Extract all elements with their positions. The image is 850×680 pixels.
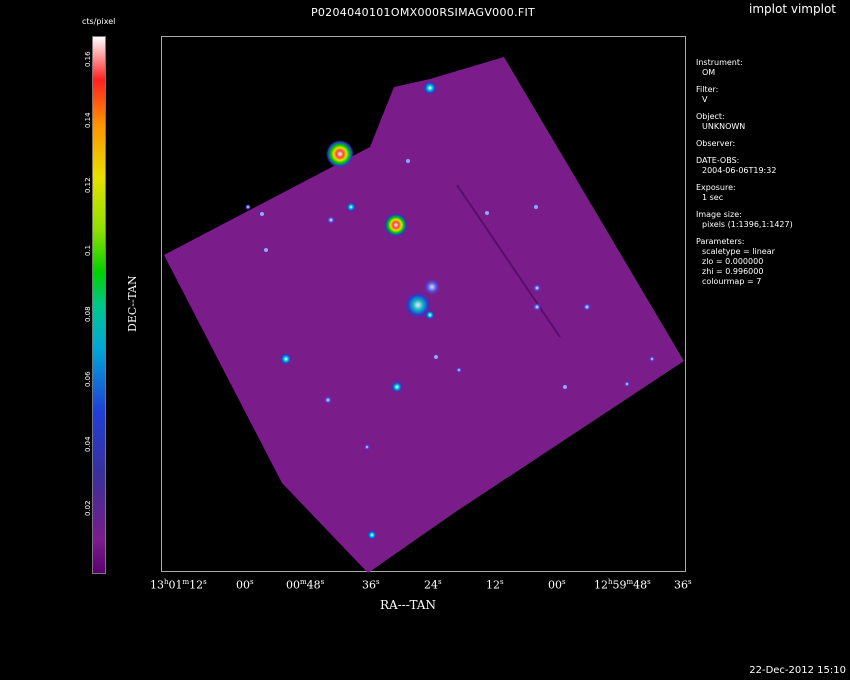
colorbar-tick: 0.12 bbox=[84, 177, 92, 193]
x-tick-label: 00s bbox=[236, 578, 254, 592]
sky-image bbox=[164, 57, 684, 573]
star bbox=[485, 211, 489, 215]
filter-label: Filter: bbox=[696, 85, 719, 94]
star bbox=[346, 202, 356, 212]
star bbox=[406, 159, 410, 163]
zhi-value: zhi = 0.996000 bbox=[702, 267, 764, 276]
colorbar-tick: 0.14 bbox=[84, 112, 92, 128]
bright-star bbox=[326, 140, 354, 168]
star bbox=[533, 303, 541, 311]
star bbox=[367, 530, 377, 540]
colorbar-tick: 0.06 bbox=[84, 371, 92, 387]
image-title: P0204040101OMX000RSIMAGV000.FIT bbox=[310, 6, 536, 19]
x-tick-label: 24s bbox=[424, 578, 442, 592]
star bbox=[324, 396, 332, 404]
star bbox=[423, 81, 437, 95]
date-obs-value: 2004-06-06T19:32 bbox=[702, 166, 777, 175]
scaletype-value: scaletype = linear bbox=[702, 247, 775, 256]
image-size-label: Image size: bbox=[696, 210, 742, 219]
colorbar-tick: 0.08 bbox=[84, 306, 92, 322]
star bbox=[245, 204, 251, 210]
star bbox=[327, 216, 335, 224]
star bbox=[563, 385, 567, 389]
star bbox=[434, 355, 438, 359]
x-tick-label: 13h01m12s bbox=[150, 578, 207, 592]
filter-value: V bbox=[702, 95, 708, 104]
object-value: UNKNOWN bbox=[702, 122, 746, 131]
colourmap-value: colourmap = 7 bbox=[702, 277, 762, 286]
star bbox=[533, 284, 541, 292]
star bbox=[649, 356, 655, 362]
galaxy-core bbox=[404, 291, 432, 319]
x-tick-label: 00m48s bbox=[286, 578, 325, 592]
star bbox=[260, 212, 264, 216]
colorbar-tick: 0.1 bbox=[84, 244, 92, 256]
star bbox=[264, 248, 268, 252]
observer-label: Observer: bbox=[696, 139, 736, 148]
x-tick-label: 12s bbox=[486, 578, 504, 592]
star bbox=[391, 381, 403, 393]
x-axis-label: RA---TAN bbox=[380, 598, 436, 612]
timestamp: 22-Dec-2012 15:10 bbox=[749, 665, 846, 676]
object-label: Object: bbox=[696, 112, 725, 121]
instrument-value: OM bbox=[702, 68, 716, 77]
colorbar-tick: 0.02 bbox=[84, 500, 92, 516]
image-plot-frame[interactable] bbox=[161, 36, 686, 573]
exposure-label: Exposure: bbox=[696, 183, 736, 192]
date-obs-label: DATE-OBS: bbox=[696, 156, 740, 165]
x-tick-label: 36s bbox=[362, 578, 380, 592]
instrument-label: Instrument: bbox=[696, 58, 743, 67]
colorbar-unit-label: cts/pixel bbox=[82, 17, 116, 26]
y-axis-label: DEC--TAN bbox=[126, 275, 139, 332]
x-tick-label: 00s bbox=[548, 578, 566, 592]
info-panel: Instrument: OM Filter: V Object: UNKNOWN… bbox=[696, 58, 793, 294]
tool-label: implot vimplot bbox=[749, 2, 836, 16]
galaxy-knot bbox=[423, 278, 441, 296]
star bbox=[364, 444, 370, 450]
star bbox=[456, 367, 462, 373]
x-tick-label: 12h59m48s bbox=[594, 578, 651, 592]
star bbox=[624, 381, 630, 387]
colorbar bbox=[92, 36, 106, 574]
image-size-value: pixels (1:1396,1:1427) bbox=[702, 220, 793, 229]
star bbox=[280, 353, 292, 365]
colorbar-tick: 0.04 bbox=[84, 436, 92, 452]
colorbar-tick: 0.16 bbox=[84, 51, 92, 67]
star bbox=[425, 310, 435, 320]
zlo-value: zlo = 0.000000 bbox=[702, 257, 764, 266]
star bbox=[583, 303, 591, 311]
x-tick-label: 36s bbox=[674, 578, 692, 592]
parameters-label: Parameters: bbox=[696, 237, 745, 246]
exposure-value: 1 sec bbox=[702, 193, 724, 202]
bright-star bbox=[384, 213, 408, 237]
star bbox=[534, 205, 538, 209]
